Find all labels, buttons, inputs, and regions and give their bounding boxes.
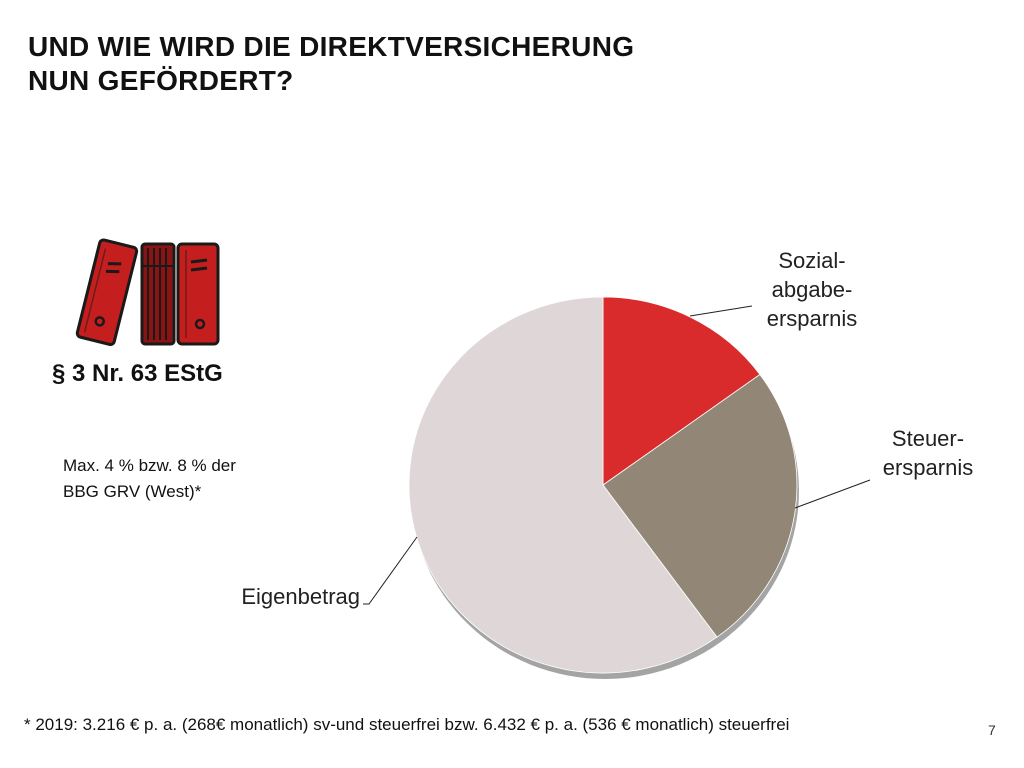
pie-slice-steuerersparnis [602,373,798,638]
page-number: 7 [988,722,996,738]
page-title: UND WIE WIRD DIE DIREKTVERSICHERUNG NUN … [28,30,634,98]
pie-slice-sozialabgabeersparnis [602,296,761,486]
footnote: * 2019: 3.216 € p. a. (268€ monatlich) s… [24,715,790,734]
title-line-1: UND WIE WIRD DIE DIREKTVERSICHERUNG [28,31,635,62]
binders-icon [75,238,220,347]
max-note-line-2: BBG GRV (West)* [63,482,202,501]
leader-line-eigenbetrag [363,536,418,605]
pie-chart: Sozial-abgabe-ersparnis Steuer-ersparnis E… [241,248,973,679]
pie-shadow [411,303,799,679]
title-line-2: NUN GEFÖRDERT? [28,65,294,96]
leader-line-steuerersparnis [794,479,871,509]
slice-label-sozialabgabeersparnis: Sozial-abgabe-ersparnis [767,248,857,331]
slice-label-eigenbetrag: Eigenbetrag [241,584,360,609]
leader-line-sozialabgabeersparnis [689,305,753,317]
pie-slice-eigenbetrag [408,296,718,674]
law-reference: § 3 Nr. 63 EStG [52,360,223,387]
max-note-line-1: Max. 4 % bzw. 8 % der [63,456,236,475]
max-contribution-note: Max. 4 % bzw. 8 % der BBG GRV (West)* [63,453,323,505]
slice-label-steuerersparnis: Steuer-ersparnis [883,426,973,480]
